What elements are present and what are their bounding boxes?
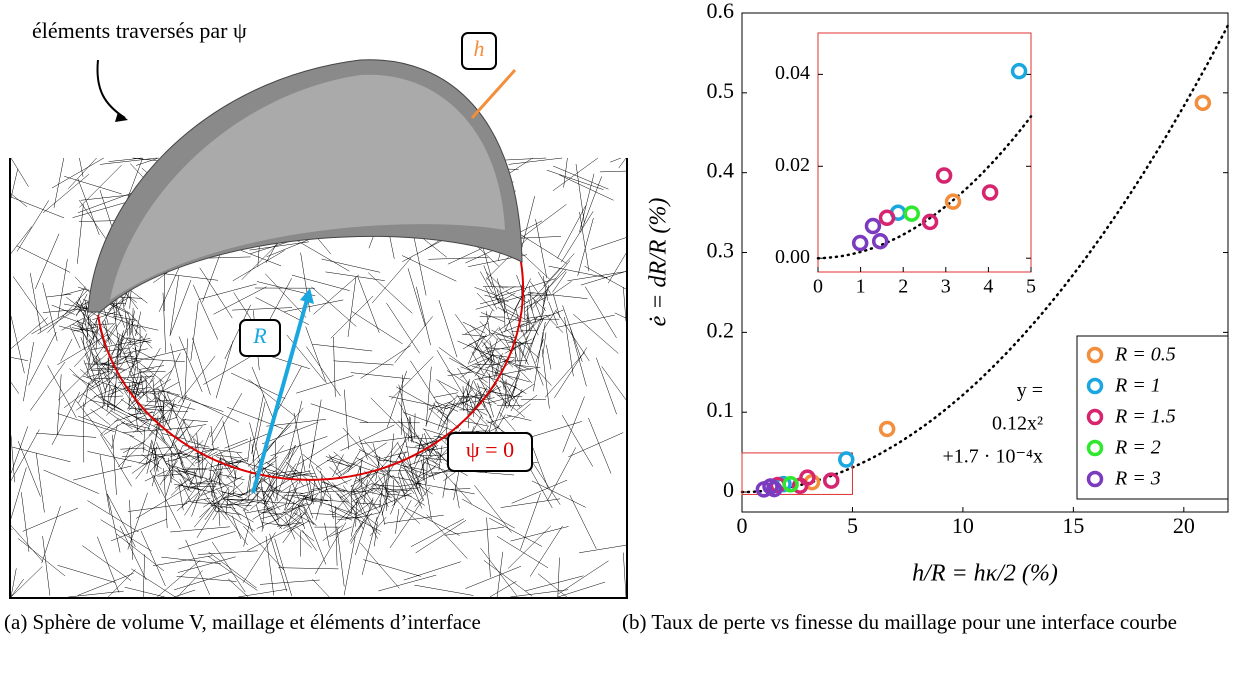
point bbox=[822, 472, 840, 489]
curved-arrow bbox=[96, 59, 126, 119]
x-tick-label: 20 bbox=[1173, 513, 1195, 538]
label-box bbox=[461, 32, 497, 70]
point bbox=[1194, 94, 1212, 112]
frame bbox=[9, 158, 628, 599]
y-tick-label: 0.3 bbox=[707, 238, 735, 263]
x-axis-label: h/R = hκ/2 (%) bbox=[912, 561, 1058, 587]
point bbox=[791, 477, 809, 494]
y-tick-label: 0.4 bbox=[707, 158, 735, 183]
point bbox=[878, 420, 896, 438]
plot-frame bbox=[741, 12, 1229, 513]
y-tick-label: 0.00 bbox=[775, 246, 810, 268]
arrow-head bbox=[300, 288, 314, 304]
x-tick-label: 1 bbox=[856, 276, 866, 298]
annotation: 0.12x² bbox=[992, 413, 1043, 435]
point bbox=[878, 209, 896, 227]
point bbox=[766, 480, 783, 498]
legend-label: R = 2 bbox=[1114, 437, 1161, 459]
point bbox=[851, 234, 869, 252]
legend-marker bbox=[1086, 408, 1104, 426]
legend-marker bbox=[1086, 470, 1104, 488]
point bbox=[935, 167, 953, 184]
y-tick-label: 0.04 bbox=[775, 62, 810, 84]
x-tick-label: 5 bbox=[1026, 276, 1036, 298]
radius-arrow bbox=[251, 295, 310, 494]
arrow-head bbox=[115, 112, 128, 122]
x-tick-label: 0 bbox=[737, 513, 748, 538]
legend-label: R = 1.5 bbox=[1114, 406, 1176, 428]
label-box bbox=[447, 432, 533, 472]
point bbox=[903, 205, 920, 222]
y-tick-label: 0.6 bbox=[707, 0, 735, 23]
legend-marker bbox=[1086, 439, 1104, 457]
label: éléments traversés par ψ bbox=[32, 18, 247, 43]
label: R bbox=[252, 323, 267, 348]
plot-frame bbox=[817, 32, 1032, 273]
x-tick-label: 5 bbox=[847, 513, 858, 538]
zoom-box bbox=[741, 452, 853, 495]
point bbox=[1010, 62, 1028, 80]
legend-label: R = 1 bbox=[1114, 375, 1161, 397]
y-axis-label: ė = dR/R (%) bbox=[646, 198, 672, 327]
hemisphere-light bbox=[110, 74, 505, 300]
label-box bbox=[239, 319, 281, 357]
fit-curve bbox=[740, 24, 1230, 494]
h-arrow bbox=[470, 68, 517, 120]
point bbox=[981, 184, 999, 201]
point bbox=[864, 217, 882, 235]
y-tick-label: 0.1 bbox=[707, 397, 735, 422]
annotation: y = bbox=[1017, 380, 1043, 402]
label: ψ = 0 bbox=[466, 437, 514, 462]
interface bbox=[97, 261, 524, 481]
x-tick-label: 0 bbox=[813, 276, 823, 298]
figure: éléments traversés par ψ h R ψ = 0 0 5 10 1… bbox=[9, 0, 1230, 599]
caption: (a) Sphère de volume V, maillage et élém… bbox=[4, 610, 481, 634]
annotation: +1.7 · 10⁻⁴x bbox=[943, 446, 1043, 468]
legend-marker bbox=[1086, 346, 1104, 364]
y-tick-label: 0.2 bbox=[707, 317, 735, 342]
caption: (b) Taux de perte vs finesse du maillage… bbox=[622, 610, 1178, 634]
y-tick-label: 0.02 bbox=[775, 154, 810, 176]
legend-label: R = 0.5 bbox=[1114, 344, 1176, 366]
point bbox=[921, 213, 939, 231]
x-tick-label: 2 bbox=[898, 276, 908, 298]
legend-marker bbox=[1086, 377, 1104, 395]
y-tick-label: 0.5 bbox=[707, 78, 735, 103]
legend-label: R = 3 bbox=[1114, 468, 1161, 490]
label: h bbox=[474, 36, 485, 61]
point bbox=[871, 232, 889, 250]
x-tick-label: 3 bbox=[941, 276, 951, 298]
point bbox=[782, 476, 799, 493]
x-tick-label: 15 bbox=[1062, 513, 1084, 538]
x-tick-label: 10 bbox=[952, 513, 974, 538]
point bbox=[838, 451, 855, 468]
point bbox=[944, 193, 962, 210]
x-tick-label: 4 bbox=[983, 276, 993, 298]
y-tick-label: 0 bbox=[723, 477, 734, 502]
